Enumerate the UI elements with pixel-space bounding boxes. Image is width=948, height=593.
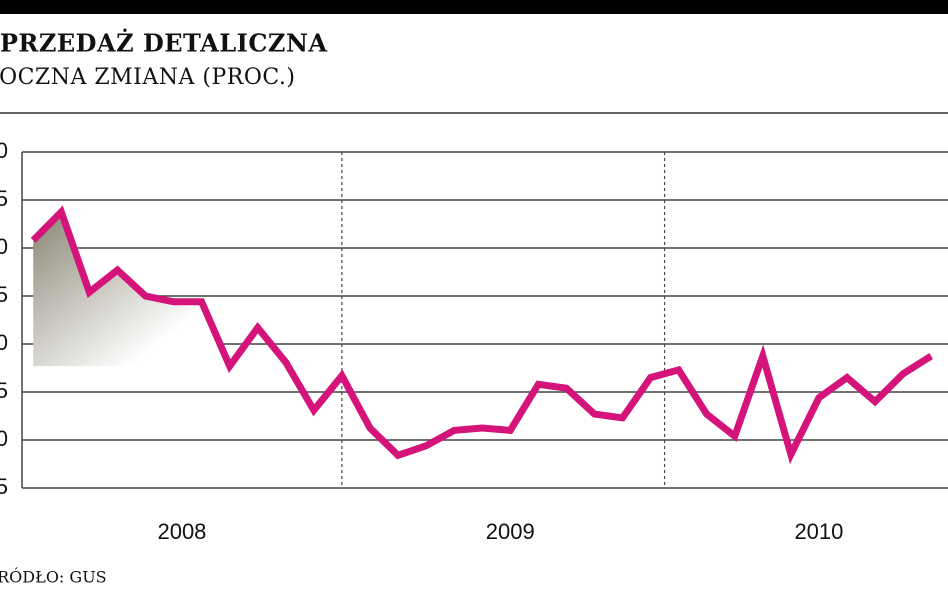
y-tick-label: 25 [0,186,8,211]
chart-title: SPRZEDAŻ DETALICZNA [0,29,328,58]
y-tick-label: 15 [0,282,8,307]
top-bar [0,0,948,14]
y-tick-label: 10 [0,330,8,355]
y-tick-label: 20 [0,234,8,259]
data-line [30,205,934,465]
source: ŹRÓDŁO: GUS [0,567,107,587]
x-tick-label: 2010 [794,519,843,544]
y-tick-label: 30 [0,138,8,163]
y-tick-label: 5 [0,378,8,403]
x-tick-label: 2008 [157,519,206,544]
chart-subtitle: ROCZNA ZMIANA (PROC.) [0,65,295,90]
area-shade [33,212,230,367]
x-tick-label: 2009 [486,519,535,544]
y-tick-label: -5 [0,474,8,499]
y-tick-label: 0 [0,426,8,451]
